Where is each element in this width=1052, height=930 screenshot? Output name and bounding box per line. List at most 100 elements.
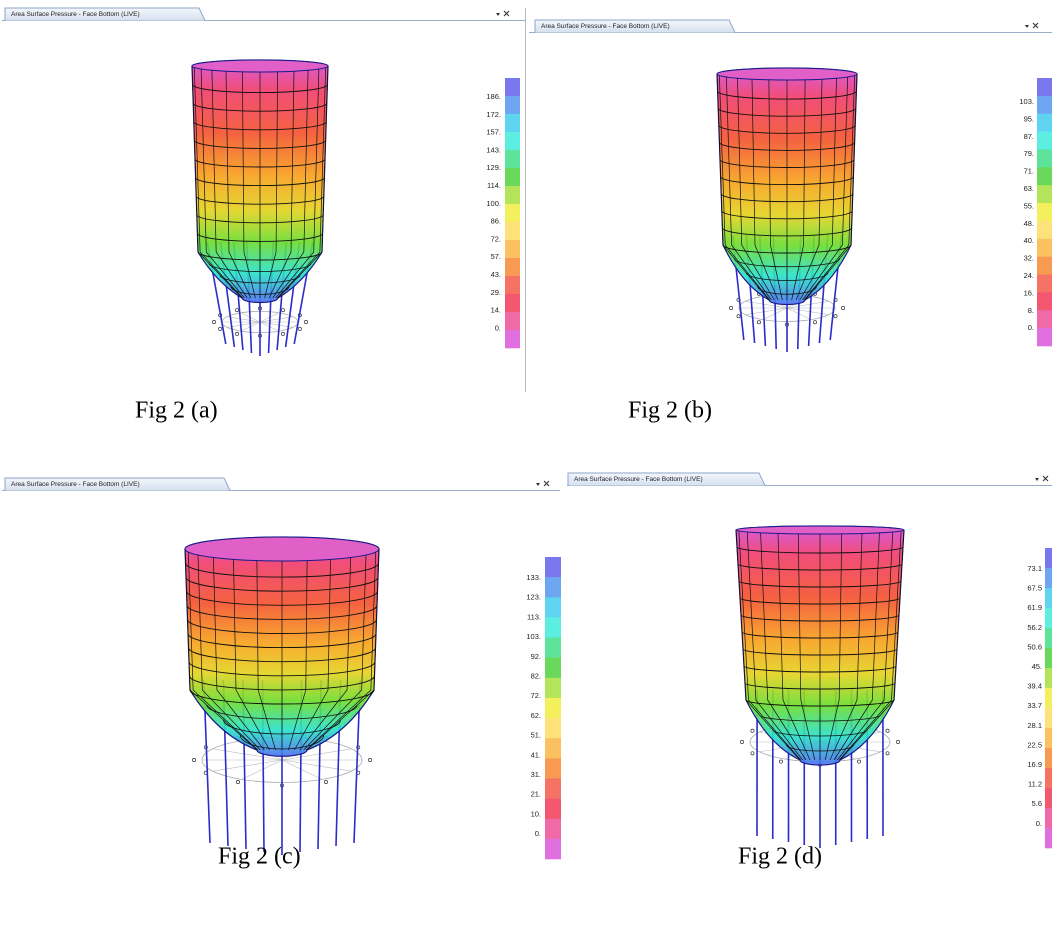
brace [213,760,282,771]
support-node [751,752,754,755]
support-node [192,758,195,761]
colorbar-label: 41. [531,750,541,759]
panel: Area Surface Pressure - Face Bottom (LIV… [2,8,525,424]
colorbar-label: 51. [531,731,541,740]
support-node [757,321,760,324]
brace [282,760,351,771]
panel: Area Surface Pressure - Face Bottom (LIV… [529,20,1052,424]
colorbar-label: 103. [526,632,541,641]
colorbar-label: 86. [491,217,501,226]
colorbar-label: 21. [531,790,541,799]
close-icon [1043,476,1048,481]
colorbar-segment [1045,828,1052,848]
support-node [813,321,816,324]
colorbar-segment [545,839,561,859]
colorbar-label: 61.9 [1027,603,1042,612]
colorbar-label: 0. [1036,819,1042,828]
close-icon [1033,23,1038,28]
colorbar-segment [1045,808,1052,828]
colorbar-label: 22.5 [1027,740,1042,749]
colorbar-label: 71. [1024,167,1034,176]
dropdown-icon [1025,25,1029,28]
colorbar-segment [1037,310,1052,328]
colorbar-label: 129. [486,163,501,172]
colorbar-segment [505,96,520,114]
colorbar-segment [1037,239,1052,257]
support-node [886,752,889,755]
colorbar-label: 11.2 [1028,780,1042,789]
colorbar-segment [1045,688,1052,708]
colorbar-label: 43. [491,270,501,279]
colorbar-label: 10. [531,809,541,818]
tab-title: Area Surface Pressure - Face Bottom (LIV… [11,481,140,488]
colorbar-segment [505,78,520,96]
support-node [737,315,740,318]
support-node [841,306,844,309]
dropdown-icon [496,13,500,16]
panel: Area Surface Pressure - Face Bottom (LIV… [2,478,561,870]
support-node [834,315,837,318]
colorbar-label: 31. [531,770,541,779]
colorbar-label: 45. [1032,662,1042,671]
colorbar-segment [505,150,520,168]
brace [282,760,322,779]
colorbar-label: 28.1 [1027,721,1042,730]
colorbar-label: 57. [491,252,501,261]
colorbar-label: 87. [1024,132,1034,141]
colorbar-segment [1037,328,1052,346]
colorbar-segment [1045,568,1052,588]
support-node [368,758,371,761]
colorbar-segment [1037,167,1052,185]
support-node [886,729,889,732]
colorbar-label: 0. [1028,323,1034,332]
support-node [729,306,732,309]
colorbar-label: 95. [1024,114,1034,123]
colorbar-label: 0. [495,323,501,332]
support-node [740,740,743,743]
colorbar-label: 172. [486,110,501,119]
colorbar-label: 33.7 [1027,701,1042,710]
colorbar-label: 103. [1019,97,1034,106]
colorbar-label: 0. [535,829,541,838]
colorbar-segment [1045,548,1052,568]
colorbar-segment [1037,149,1052,167]
colorbar-segment [1045,628,1052,648]
colorbar-segment [545,597,561,617]
colorbar-segment [545,718,561,738]
colorbar-segment [545,658,561,678]
tab-title: Area Surface Pressure - Face Bottom (LIV… [574,476,703,483]
colorbar-segment [1037,114,1052,132]
colorbar-label: 67.5 [1027,584,1042,593]
colorbar-segment [505,294,520,312]
colorbar-segment [505,204,520,222]
support-node [235,309,238,312]
colorbar-label: 14. [491,306,501,315]
colorbar-segment [545,799,561,819]
support-node [298,327,301,330]
colorbar-segment [505,312,520,330]
colorbar-segment [1037,275,1052,293]
colorbar-segment [545,758,561,778]
figure-caption: Fig 2 (d) [738,844,822,870]
colorbar-segment [505,132,520,150]
colorbar-segment [1037,221,1052,239]
colorbar-label: 39.4 [1027,682,1042,691]
colorbar-label: 100. [486,199,501,208]
colorbar-segment [545,617,561,637]
panel: Area Surface Pressure - Face Bottom (LIV… [567,473,1052,870]
support-node [212,320,215,323]
colorbar-segment [505,330,520,348]
support-node [751,729,754,732]
support-node [281,332,284,335]
colorbar-label: 133. [526,573,541,582]
colorbar-label: 72. [491,234,501,243]
colorbar-segment [1045,768,1052,788]
colorbar-segment [545,738,561,758]
colorbar-segment [545,778,561,798]
figure-caption: Fig 2 (a) [135,398,218,424]
colorbar-segment [1037,292,1052,310]
colorbar-segment [1045,588,1052,608]
colorbar-segment [1037,132,1052,150]
colorbar-segment [505,258,520,276]
colorbar-label: 79. [1024,149,1034,158]
